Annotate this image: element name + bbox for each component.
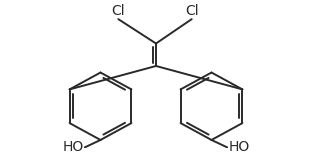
- Text: Cl: Cl: [111, 4, 125, 18]
- Text: HO: HO: [62, 140, 84, 154]
- Text: HO: HO: [228, 140, 250, 154]
- Text: Cl: Cl: [185, 4, 198, 18]
